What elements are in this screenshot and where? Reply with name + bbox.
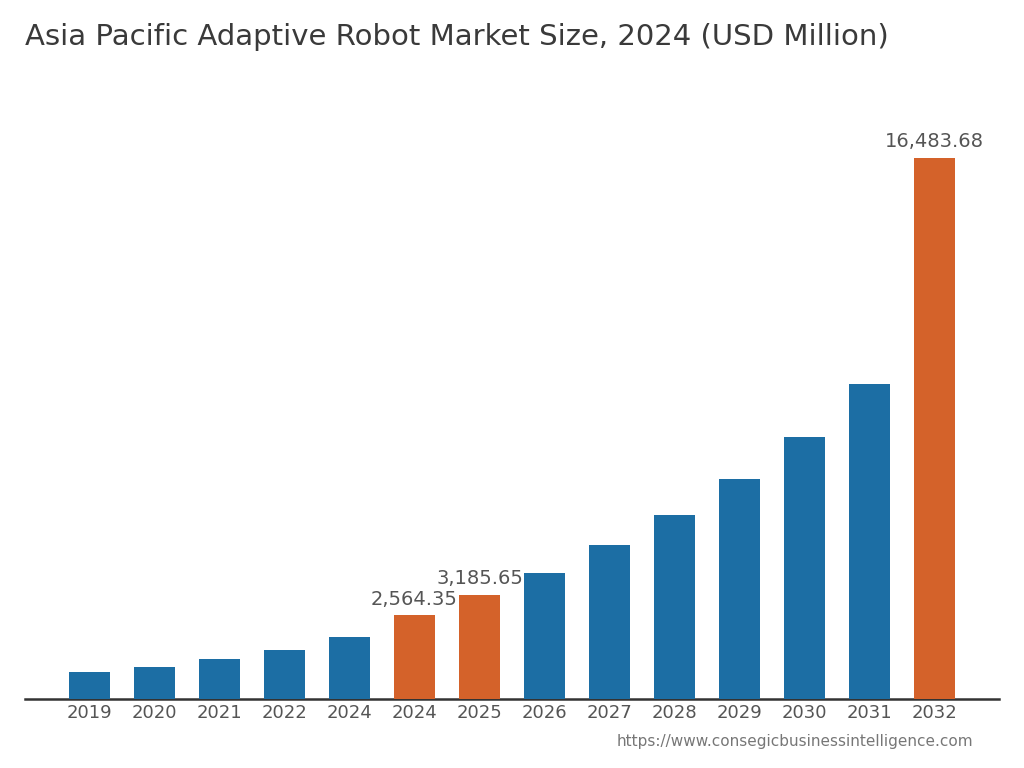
Bar	[330, 637, 370, 700]
Text: Asia Pacific Adaptive Robot Market Size, 2024 (USD Million): Asia Pacific Adaptive Robot Market Size,…	[26, 23, 889, 51]
Bar	[264, 650, 305, 700]
Bar	[914, 158, 954, 700]
Text: 2,564.35: 2,564.35	[371, 590, 458, 608]
Bar	[719, 479, 760, 700]
Bar	[200, 659, 240, 700]
Text: https://www.consegicbusinessintelligence.com: https://www.consegicbusinessintelligence…	[616, 733, 973, 749]
Bar	[134, 667, 175, 700]
Text: 3,185.65: 3,185.65	[436, 569, 523, 588]
Bar	[394, 615, 434, 700]
Bar	[784, 436, 824, 700]
Text: 16,483.68: 16,483.68	[885, 132, 984, 151]
Bar	[590, 545, 630, 700]
Bar	[70, 673, 110, 700]
Bar	[460, 594, 500, 700]
Bar	[849, 384, 890, 700]
Bar	[654, 515, 694, 700]
Bar	[524, 573, 564, 700]
